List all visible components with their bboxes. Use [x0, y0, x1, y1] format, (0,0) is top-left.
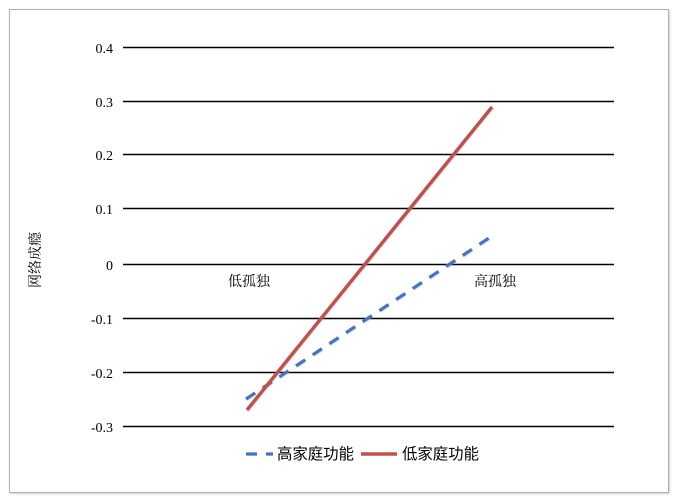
svg-text:-0.1: -0.1	[91, 313, 113, 328]
svg-text:0.2: 0.2	[96, 149, 114, 164]
svg-text:0.3: 0.3	[96, 96, 114, 111]
svg-text:高家庭功能: 高家庭功能	[277, 445, 354, 463]
svg-text:0.4: 0.4	[96, 42, 114, 57]
svg-text:低家庭功能: 低家庭功能	[402, 445, 479, 463]
svg-text:0.1: 0.1	[96, 203, 114, 218]
svg-text:高孤独: 高孤独	[474, 273, 517, 290]
svg-text:0: 0	[106, 259, 113, 274]
svg-text:低孤独: 低孤独	[228, 273, 271, 290]
svg-text:-0.3: -0.3	[91, 421, 113, 436]
svg-text:网络成瘾: 网络成瘾	[27, 231, 44, 288]
svg-text:-0.2: -0.2	[91, 367, 113, 382]
